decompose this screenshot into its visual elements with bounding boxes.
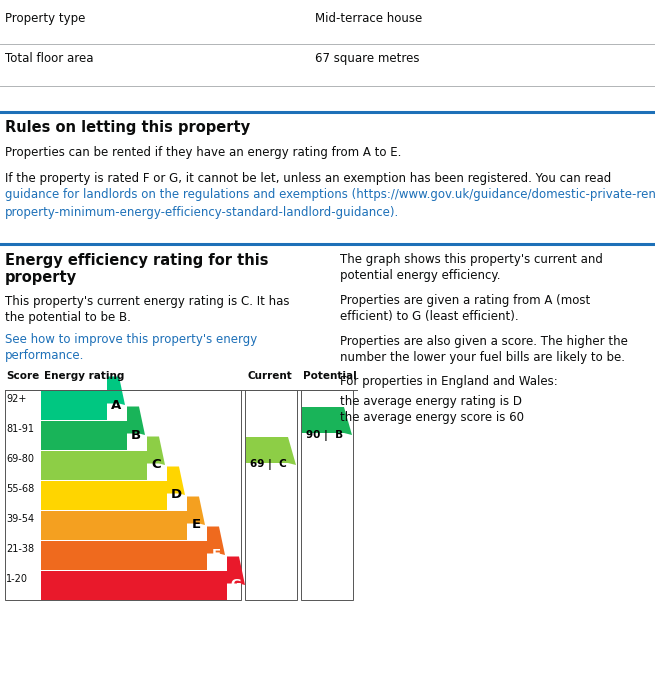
- Text: For properties in England and Wales:: For properties in England and Wales:: [340, 375, 558, 388]
- Polygon shape: [246, 437, 296, 465]
- Text: 67 square metres: 67 square metres: [315, 52, 419, 65]
- Text: 92+: 92+: [6, 394, 26, 404]
- Text: 69 |  C: 69 | C: [250, 459, 287, 471]
- Polygon shape: [187, 496, 205, 525]
- Text: This property's current energy rating is C. It has: This property's current energy rating is…: [5, 295, 290, 308]
- Bar: [41, 451, 147, 480]
- Bar: [245, 390, 297, 600]
- Text: the average energy rating is D: the average energy rating is D: [340, 395, 522, 408]
- Bar: [301, 390, 353, 600]
- Text: G: G: [231, 579, 242, 591]
- Polygon shape: [107, 377, 125, 405]
- Text: Current: Current: [247, 371, 291, 381]
- Text: property: property: [5, 270, 77, 285]
- Text: If the property is rated F or G, it cannot be let, unless an exemption has been : If the property is rated F or G, it cann…: [5, 172, 611, 185]
- Text: Score: Score: [6, 371, 39, 381]
- Text: The graph shows this property's current and: The graph shows this property's current …: [340, 253, 603, 266]
- Text: D: D: [170, 489, 181, 502]
- Text: potential energy efficiency.: potential energy efficiency.: [340, 269, 500, 282]
- Text: A: A: [111, 398, 121, 412]
- Text: Properties can be rented if they have an energy rating from A to E.: Properties can be rented if they have an…: [5, 146, 402, 159]
- Text: 69-80: 69-80: [6, 454, 34, 464]
- Text: Energy efficiency rating for this: Energy efficiency rating for this: [5, 253, 269, 268]
- Text: B: B: [131, 428, 141, 441]
- Text: performance.: performance.: [5, 349, 84, 362]
- Text: Rules on letting this property: Rules on letting this property: [5, 120, 250, 135]
- Text: the average energy score is 60: the average energy score is 60: [340, 411, 524, 424]
- Text: 21-38: 21-38: [6, 544, 34, 554]
- Bar: [41, 481, 167, 510]
- Text: E: E: [191, 518, 200, 532]
- Text: C: C: [151, 459, 161, 471]
- Text: See how to improve this property's energy: See how to improve this property's energ…: [5, 333, 257, 346]
- Polygon shape: [167, 466, 185, 495]
- Text: the potential to be B.: the potential to be B.: [5, 311, 131, 324]
- Text: F: F: [212, 548, 221, 561]
- Text: efficient) to G (least efficient).: efficient) to G (least efficient).: [340, 310, 519, 323]
- Text: 1-20: 1-20: [6, 574, 28, 584]
- Text: Total floor area: Total floor area: [5, 52, 94, 65]
- Polygon shape: [127, 407, 145, 435]
- Text: Property type: Property type: [5, 12, 85, 25]
- Text: number the lower your fuel bills are likely to be.: number the lower your fuel bills are lik…: [340, 351, 625, 364]
- Bar: [41, 511, 187, 540]
- Polygon shape: [207, 527, 225, 555]
- Text: 39-54: 39-54: [6, 514, 34, 524]
- Bar: [41, 571, 227, 600]
- Polygon shape: [302, 407, 352, 435]
- Bar: [41, 391, 107, 420]
- Text: Energy rating: Energy rating: [44, 371, 124, 381]
- Polygon shape: [147, 437, 165, 465]
- Bar: [5, 390, 241, 600]
- Polygon shape: [227, 557, 245, 585]
- Text: Potential: Potential: [303, 371, 357, 381]
- Bar: [41, 421, 127, 450]
- Text: Mid-terrace house: Mid-terrace house: [315, 12, 422, 25]
- Text: 81-91: 81-91: [6, 424, 34, 434]
- Text: 55-68: 55-68: [6, 484, 34, 494]
- Text: Properties are given a rating from A (most: Properties are given a rating from A (mo…: [340, 294, 590, 307]
- Text: 90 |  B: 90 | B: [306, 430, 343, 441]
- Text: guidance for landlords on the regulations and exemptions (https://www.gov.uk/gui: guidance for landlords on the regulation…: [5, 188, 655, 219]
- Text: Properties are also given a score. The higher the: Properties are also given a score. The h…: [340, 335, 628, 348]
- Bar: [41, 541, 207, 570]
